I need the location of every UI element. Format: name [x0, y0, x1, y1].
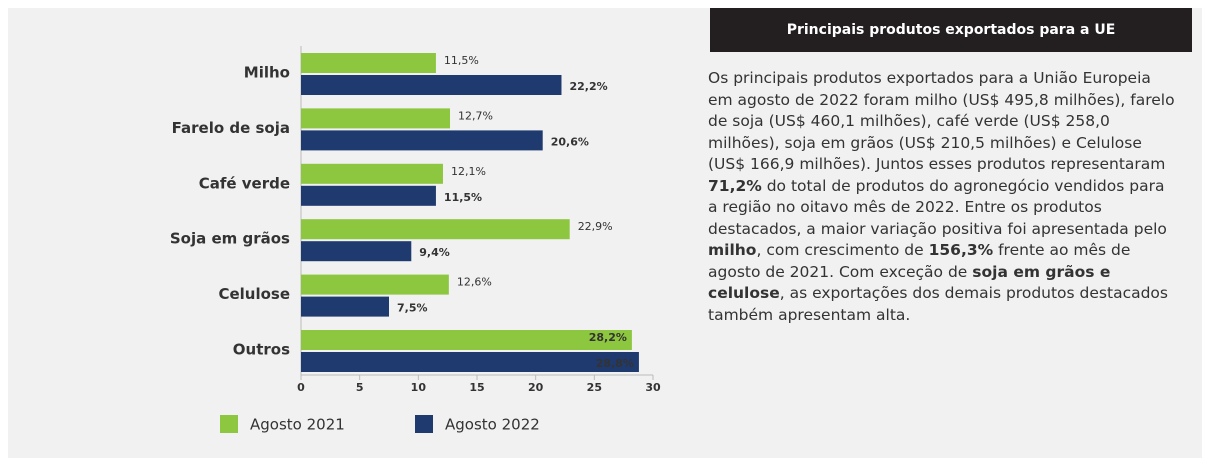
- x-tick-label: 10: [411, 381, 427, 394]
- x-tick-label: 20: [528, 381, 544, 394]
- data-label: 28,2%: [589, 331, 627, 344]
- bar: [301, 108, 451, 129]
- text: , com crescimento de: [756, 241, 929, 259]
- text: frente ao mês de agosto de 2021. Com exc…: [708, 241, 1131, 281]
- category-label: Soja em grãos: [170, 230, 290, 248]
- bar: [301, 219, 570, 240]
- sidebar-title: Principais produtos exportados para a UE: [710, 8, 1192, 52]
- bar: [301, 75, 562, 95]
- bold-text: soja em grãos e celulose: [708, 262, 1111, 303]
- bar: [301, 53, 436, 73]
- bar: [301, 296, 389, 317]
- x-tick-label: 30: [645, 381, 661, 394]
- bold-text: 156,3%: [928, 241, 994, 259]
- data-label: 22,2%: [569, 80, 607, 93]
- data-label: 11,5%: [444, 191, 482, 204]
- data-label: 22,9%: [578, 220, 613, 233]
- x-tick-label: 0: [297, 381, 305, 394]
- text: Os principais produtos exportados para a…: [708, 69, 1175, 173]
- category-label: Farelo de soja: [172, 119, 290, 137]
- x-tick-label: 5: [356, 381, 364, 394]
- legend-label: Agosto 2021: [250, 416, 345, 434]
- data-label: 7,5%: [397, 302, 428, 315]
- chart: 0 5 10 15 20 25 30 Milho 11,5% 22,2% Farelo de soj…: [170, 46, 661, 434]
- x-tick-label: 25: [587, 381, 602, 394]
- category-label: Celulose: [218, 285, 290, 303]
- text: , as exportações dos demais produtos des…: [708, 284, 1168, 324]
- data-label: 12,6%: [457, 276, 492, 289]
- legend-label: Agosto 2022: [445, 416, 540, 434]
- category-label: Outros: [233, 341, 290, 359]
- x-tick-label: 15: [469, 381, 484, 394]
- data-label: 20,6%: [551, 135, 589, 148]
- bar: [301, 163, 443, 184]
- category-label: Milho: [244, 64, 290, 82]
- bold-text: milho: [708, 241, 757, 259]
- data-label: 12,1%: [451, 165, 486, 178]
- background: [8, 8, 1202, 458]
- bar: [301, 130, 543, 151]
- legend-swatch: [220, 415, 238, 433]
- sidebar-paragraph: Os principais produtos exportados para a…: [708, 68, 1178, 326]
- bar: [301, 330, 632, 350]
- bar: [301, 185, 436, 206]
- bar: [301, 274, 449, 295]
- bar: [301, 352, 639, 372]
- bar: [301, 241, 412, 262]
- data-label: 12,7%: [458, 109, 493, 122]
- legend-swatch: [415, 415, 433, 433]
- category-label: Café verde: [199, 174, 290, 192]
- bold-text: 71,2%: [708, 176, 762, 195]
- data-label: 11,5%: [444, 54, 479, 67]
- data-label: 28,8%: [596, 357, 634, 370]
- data-label: 9,4%: [419, 246, 450, 259]
- text: do total de produtos do agronegócio vend…: [708, 176, 1167, 238]
